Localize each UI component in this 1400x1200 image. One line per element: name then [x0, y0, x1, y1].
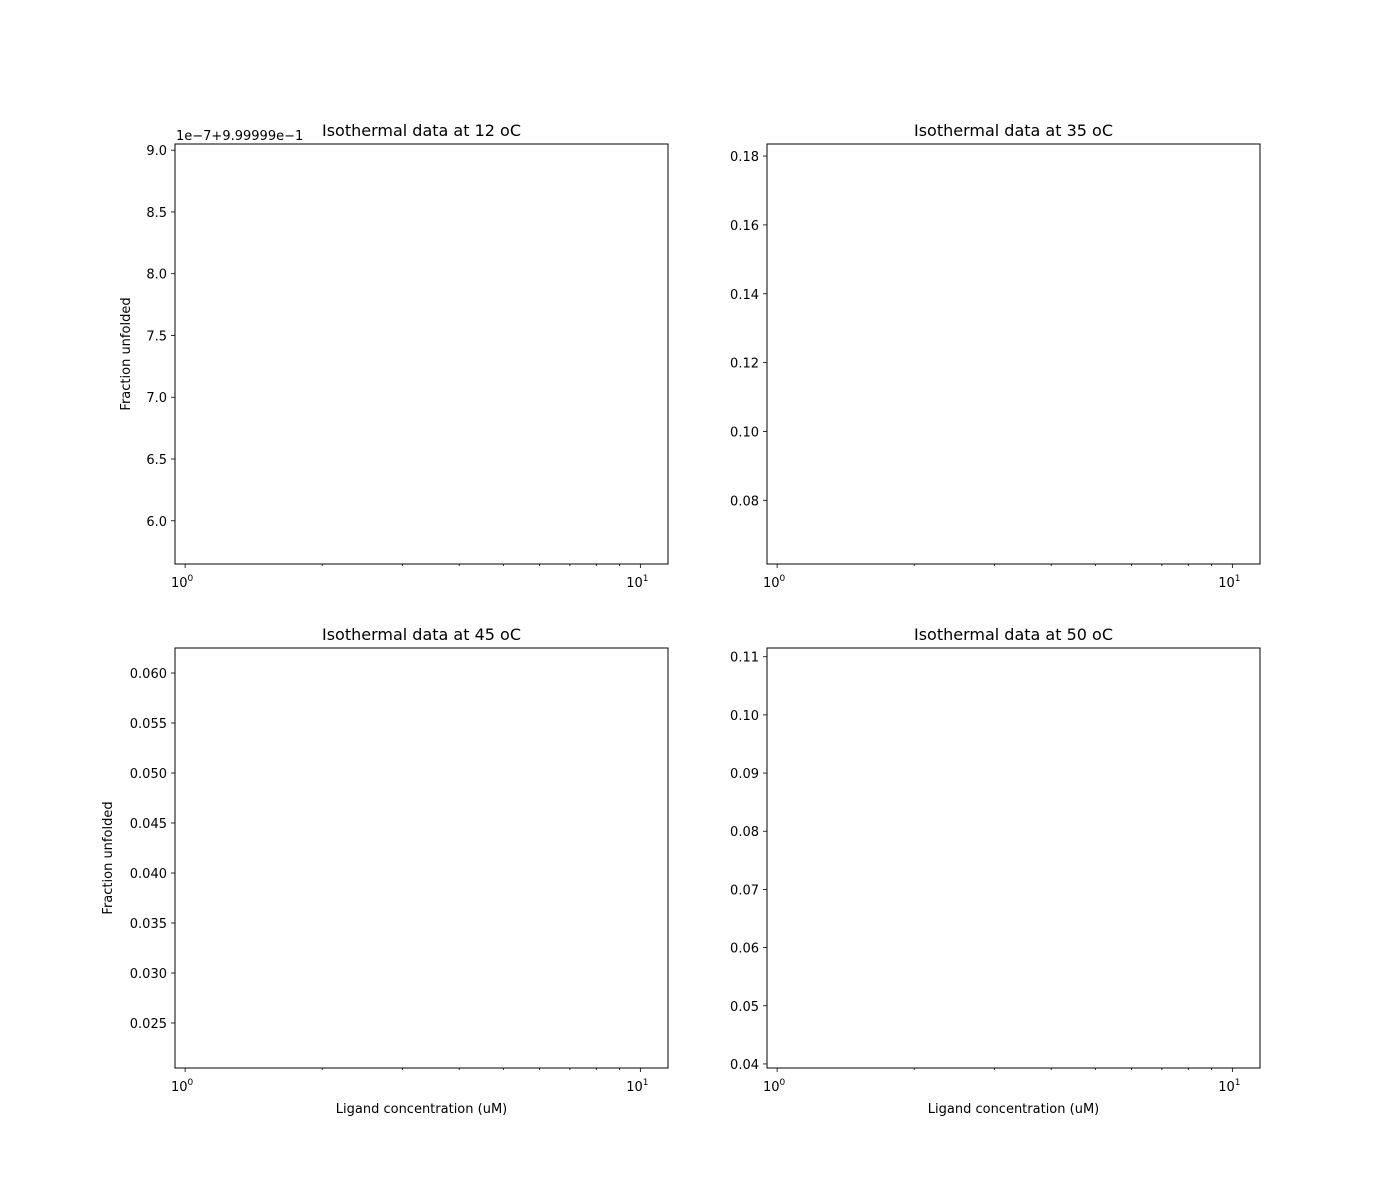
x-tick-exponent: 1 [1235, 1078, 1241, 1088]
x-tick-exponent: 0 [780, 1078, 786, 1088]
y-tick-label: 0.040 [130, 867, 167, 882]
x-tick-base: 10 [1218, 576, 1235, 591]
y-tick-label: 0.050 [130, 767, 167, 782]
y-tick-label: 0.12 [730, 357, 759, 372]
axes-frame [174, 143, 669, 565]
axes-frame [766, 647, 1261, 1069]
y-tick-label: 0.16 [730, 219, 759, 234]
chart-title: Isothermal data at 50 oC [914, 625, 1113, 644]
y-tick-label: 0.08 [730, 825, 759, 840]
y-offset-text: 1e−7+9.99999e−1 [176, 129, 303, 144]
y-tick-label: 6.5 [146, 453, 167, 468]
y-tick-label: 0.055 [130, 717, 167, 732]
y-tick-label: 0.09 [730, 767, 759, 782]
y-tick-label: 0.030 [130, 967, 167, 982]
chart-title: Isothermal data at 45 oC [322, 625, 521, 644]
x-tick-label: 101 [626, 1078, 648, 1095]
y-tick-label: 8.0 [146, 268, 167, 283]
x-tick-base: 10 [1218, 1080, 1235, 1095]
y-tick-label: 7.5 [146, 329, 167, 344]
x-tick-base: 10 [626, 576, 643, 591]
x-tick-exponent: 1 [643, 1078, 649, 1088]
y-tick-label: 0.11 [730, 651, 759, 666]
x-axis-label: Ligand concentration (uM) [336, 1102, 507, 1117]
x-tick-label: 100 [171, 1078, 194, 1095]
axes-frame [174, 647, 669, 1069]
y-tick-label: 0.04 [730, 1058, 759, 1073]
x-tick-label: 100 [171, 574, 194, 591]
x-tick-label: 101 [626, 574, 648, 591]
x-tick-exponent: 0 [188, 1078, 194, 1088]
axes-frame [766, 143, 1261, 565]
y-axis-label: Fraction unfolded [101, 801, 116, 914]
x-tick-exponent: 0 [188, 574, 194, 584]
y-tick-label: 0.035 [130, 917, 167, 932]
x-tick-base: 10 [171, 1080, 188, 1095]
chart-title: Isothermal data at 35 oC [914, 121, 1113, 140]
y-tick-label: 0.060 [130, 667, 167, 682]
x-tick-label: 100 [763, 1078, 786, 1095]
y-tick-label: 0.07 [730, 883, 759, 898]
x-tick-label: 101 [1218, 1078, 1240, 1095]
x-axis-label: Ligand concentration (uM) [928, 1102, 1099, 1117]
x-tick-label: 101 [1218, 574, 1240, 591]
y-tick-label: 0.10 [730, 425, 759, 440]
y-tick-label: 0.05 [730, 1000, 759, 1015]
y-tick-label: 0.14 [730, 288, 759, 303]
x-tick-exponent: 0 [780, 574, 786, 584]
x-tick-base: 10 [763, 576, 780, 591]
y-tick-label: 9.0 [146, 144, 167, 159]
x-tick-exponent: 1 [1235, 574, 1241, 584]
y-tick-label: 0.025 [130, 1017, 167, 1032]
y-tick-label: 0.045 [130, 817, 167, 832]
x-tick-base: 10 [626, 1080, 643, 1095]
y-axis-label: Fraction unfolded [119, 297, 134, 410]
y-tick-label: 0.18 [730, 150, 759, 165]
y-tick-label: 7.0 [146, 391, 167, 406]
y-tick-label: 8.5 [146, 206, 167, 221]
x-tick-base: 10 [763, 1080, 780, 1095]
x-tick-exponent: 1 [643, 574, 649, 584]
chart-title: Isothermal data at 12 oC [322, 121, 521, 140]
y-tick-label: 0.10 [730, 709, 759, 724]
x-tick-base: 10 [171, 576, 188, 591]
y-tick-label: 0.08 [730, 494, 759, 509]
y-tick-label: 0.06 [730, 942, 759, 957]
x-tick-label: 100 [763, 574, 786, 591]
y-tick-label: 6.0 [146, 515, 167, 530]
